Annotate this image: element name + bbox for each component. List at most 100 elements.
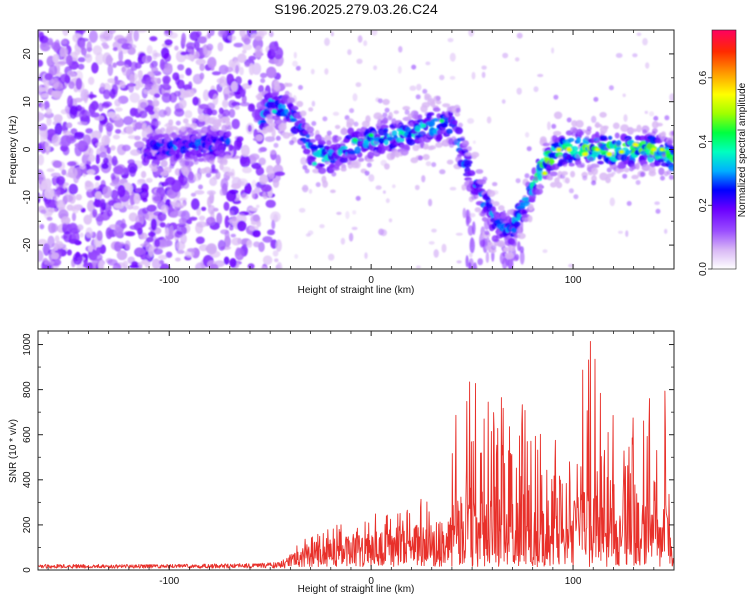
spectrogram-cell	[160, 159, 168, 168]
spectrogram-cell	[422, 154, 430, 161]
spectrogram-cell	[514, 57, 520, 62]
spectrogram-cell	[229, 258, 237, 268]
spectrogram-y-tick-label: -10	[22, 190, 33, 205]
spectrogram-cell	[417, 155, 423, 161]
spectrogram-cell	[593, 96, 599, 102]
spectrogram-cell	[244, 62, 251, 68]
spectrogram-cell	[315, 182, 321, 188]
spectrogram-cell	[158, 254, 168, 260]
spectrogram-cell	[206, 43, 214, 51]
spectrogram-cell	[98, 121, 103, 134]
spectrogram-cell	[634, 143, 637, 146]
spectrogram-cell	[133, 193, 141, 205]
spectrogram-cell	[309, 156, 317, 161]
chart-title: S196.2025.279.03.26.C24	[274, 1, 438, 17]
spectrogram-cell	[67, 161, 77, 167]
spectrogram-cell	[99, 152, 107, 158]
spectrogram-cell	[382, 117, 389, 125]
spectrogram-cell	[553, 94, 559, 100]
spectrogram-cell	[57, 60, 68, 65]
spectrogram-cell	[48, 64, 58, 76]
spectrogram-cell	[378, 114, 384, 121]
spectrogram-cell	[404, 109, 410, 115]
spectrogram-cell	[415, 94, 421, 100]
spectrogram-cell	[664, 228, 668, 234]
spectrogram-cell	[66, 249, 72, 256]
spectrogram-cell	[470, 236, 474, 248]
spectrogram-cell	[535, 190, 541, 196]
spectrogram-cell	[122, 265, 130, 269]
spectrogram-cell	[367, 151, 374, 160]
spectrogram-cell	[134, 247, 145, 256]
spectrogram-cell	[38, 154, 45, 166]
spectrogram-cell	[567, 137, 575, 142]
spectrogram-cell	[521, 197, 530, 202]
spectrogram-cell	[268, 41, 279, 52]
spectrogram-cell	[268, 170, 275, 180]
spectrogram-cell	[254, 45, 263, 58]
spectrogram-cell	[553, 111, 563, 120]
spectrogram-cell	[501, 99, 506, 104]
spectrogram-cell	[198, 215, 206, 221]
spectrogram-cell	[185, 42, 197, 50]
spectrogram-cell	[84, 181, 95, 192]
spectrogram-cell	[262, 236, 273, 243]
spectrogram-cell	[398, 46, 403, 53]
spectrogram-cell	[462, 146, 468, 151]
spectrogram-cell	[627, 126, 634, 135]
spectrogram-cell	[517, 232, 526, 240]
spectrogram-cell	[86, 41, 92, 53]
spectrogram-cell	[371, 30, 378, 36]
spectrogram-cell	[363, 40, 368, 47]
spectrogram-cell	[591, 167, 598, 176]
spectrogram-cell	[586, 126, 592, 132]
spectrogram-cell	[576, 136, 581, 144]
spectrogram-cell	[427, 112, 435, 116]
spectrogram-cell	[140, 170, 147, 179]
spectrogram-cell	[375, 185, 382, 190]
spectrogram-cell	[280, 125, 286, 133]
spectrogram-cell	[411, 64, 417, 70]
spectrogram-cell	[95, 142, 106, 148]
spectrogram-cell	[87, 156, 92, 162]
spectrogram-cell	[582, 175, 588, 181]
spectrogram-cell	[378, 228, 385, 236]
spectrogram-cell	[247, 124, 252, 132]
spectrogram-cell	[439, 118, 445, 123]
spectrogram-cell	[432, 107, 441, 112]
spectrogram-cell	[151, 258, 161, 269]
spectrogram-cell	[232, 215, 237, 222]
colorbar-tick-label: 0.4	[698, 134, 709, 148]
spectrogram-cell	[668, 174, 674, 180]
spectrogram-cell	[38, 111, 43, 123]
spectrogram-cell	[186, 219, 193, 225]
spectrogram-cell	[384, 107, 390, 113]
spectrogram-cell	[473, 194, 479, 200]
spectrogram-cell	[384, 139, 389, 146]
spectrogram-cell	[248, 207, 259, 212]
spectrogram-cell	[241, 193, 249, 200]
spectrogram-cell	[202, 114, 211, 123]
spectrogram-cell	[91, 253, 103, 261]
spectrogram-cell	[324, 159, 330, 165]
spectrogram-cell	[102, 101, 112, 108]
spectrogram-cell	[85, 53, 93, 63]
spectrogram-cell	[528, 203, 534, 211]
spectrogram-cell	[275, 154, 281, 166]
spectrogram-cell	[50, 172, 61, 178]
spectrogram-cell	[302, 184, 309, 193]
spectrogram-cell	[322, 116, 328, 122]
spectrogram-cell	[178, 99, 187, 109]
spectrogram-cell	[181, 32, 187, 45]
spectrogram-cell	[584, 135, 590, 141]
spectrogram-cell	[228, 99, 237, 109]
spectrogram-cell	[103, 32, 110, 37]
spectrogram-cell	[351, 226, 358, 231]
spectrogram-cell	[306, 126, 315, 133]
spectrogram-cell	[575, 120, 584, 128]
spectrogram-cell	[329, 159, 337, 164]
spectrogram-cell	[174, 45, 179, 51]
spectrogram-cell	[623, 114, 628, 122]
spectrogram-cell	[67, 95, 74, 108]
